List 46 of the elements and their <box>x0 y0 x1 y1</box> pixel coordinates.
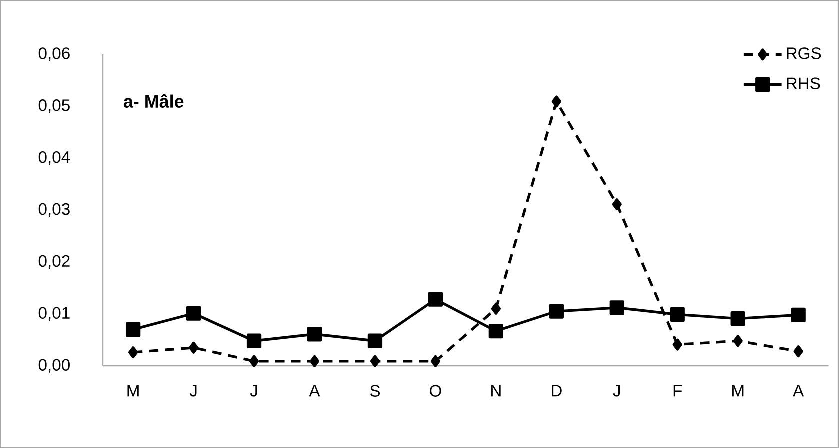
point <box>370 355 380 368</box>
y-tick-label: 0,01 <box>38 307 70 321</box>
point <box>612 198 622 210</box>
y-tick-label: 0,03 <box>38 203 70 217</box>
point <box>246 334 262 348</box>
point <box>126 322 141 337</box>
point <box>791 308 806 322</box>
point <box>188 342 199 354</box>
point <box>307 326 322 342</box>
x-tick-label: O <box>430 384 442 397</box>
y-tick-label: 0,06 <box>38 47 70 62</box>
x-tick-label: J <box>190 384 197 397</box>
point <box>128 346 138 358</box>
x-tick-label: J <box>250 384 258 397</box>
point <box>549 304 564 319</box>
x-tick-label: N <box>492 384 501 396</box>
point <box>730 311 746 326</box>
x-tick-label: M <box>732 384 744 396</box>
x-tick-label: S <box>370 384 380 397</box>
x-tick-label: F <box>674 384 682 396</box>
point <box>672 338 682 351</box>
point <box>552 95 562 108</box>
point <box>670 307 685 322</box>
point <box>794 345 804 358</box>
x-tick-label: A <box>793 384 804 396</box>
point <box>186 306 202 321</box>
point <box>488 324 504 338</box>
x-tick-label: M <box>128 384 139 396</box>
legend-label: RGS <box>787 47 822 60</box>
point <box>610 300 624 315</box>
x-tick-label: J <box>613 384 620 397</box>
y-tick-label: 0,02 <box>38 255 70 269</box>
text: a- Mâle <box>124 94 184 108</box>
point <box>428 292 444 307</box>
point <box>430 355 441 368</box>
point <box>491 302 502 315</box>
x-tick-label: A <box>309 384 320 396</box>
point <box>310 355 320 368</box>
point <box>249 355 260 368</box>
point <box>733 334 743 347</box>
y-tick-label: 0,00 <box>38 358 70 373</box>
legend-label: RHS <box>787 77 820 90</box>
y-tick-label: 0,05 <box>38 99 70 114</box>
y-tick-label: 0,04 <box>38 151 70 165</box>
point <box>368 334 383 348</box>
x-tick-label: D <box>552 384 562 396</box>
